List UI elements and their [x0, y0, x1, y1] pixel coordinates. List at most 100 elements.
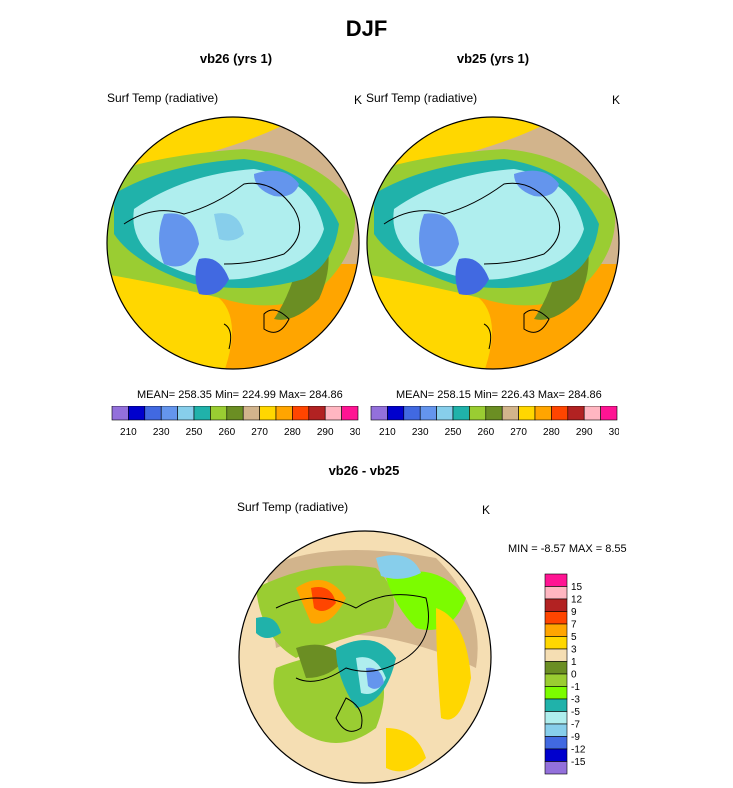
colorbar-tick-label: -7	[571, 720, 580, 731]
region-cold-3	[455, 258, 489, 295]
colorbar-swatch	[544, 661, 568, 675]
colorbar-swatch	[259, 406, 277, 421]
region-blue-1	[366, 667, 384, 689]
colorbar-swatch	[551, 406, 569, 421]
colorbar-tick-label: 300	[350, 427, 360, 438]
colorbar-swatch	[111, 406, 129, 421]
colorbar-tick-label: 290	[317, 427, 334, 438]
region-yellow-right	[436, 608, 471, 720]
region-blue-3	[256, 617, 281, 638]
panel-units-vb26: K	[354, 93, 363, 107]
region-cold-4	[214, 213, 244, 241]
colorbar-tick-label: 15	[571, 582, 583, 593]
colorbar-swatch	[544, 648, 568, 662]
region-cold-3	[195, 258, 229, 295]
colorbar-swatch	[544, 761, 568, 775]
colorbar-swatch	[324, 406, 342, 421]
region-cold-1	[514, 170, 559, 197]
colorbar-swatch	[210, 406, 228, 421]
panel-title-diff: vb26 - vb25	[328, 463, 400, 478]
colorbar-swatch	[387, 406, 405, 421]
colorbar-swatch	[370, 406, 388, 421]
colorbar-swatch	[128, 406, 146, 421]
colorbar-swatch	[403, 406, 421, 421]
colorbar-swatch	[544, 686, 568, 700]
colorbar-swatch	[544, 748, 568, 762]
colorbar-swatch	[544, 698, 568, 712]
colorbar-swatch	[193, 406, 211, 421]
colorbar-swatch	[177, 406, 195, 421]
colorbar-tick-label: 270	[251, 427, 268, 438]
panel-variable-diff: Surf Temp (radiative)	[237, 500, 349, 514]
colorbar-tick-label: 280	[543, 427, 560, 438]
colorbar-tick-label: -15	[571, 757, 586, 768]
colorbar-tick-label: 3	[571, 645, 577, 656]
region-red	[311, 587, 336, 612]
colorbar-tick-label: 5	[571, 632, 577, 643]
colorbar-tick-label: 1	[571, 657, 577, 668]
colorbar-swatch	[469, 406, 487, 421]
colorbar-swatch	[341, 406, 359, 421]
colorbar-swatch	[544, 611, 568, 625]
colorbar-tick-label: 260	[218, 427, 235, 438]
region-yellow-bottom	[386, 728, 426, 772]
page-title: DJF	[345, 16, 388, 41]
colorbar-tick-label: 7	[571, 620, 577, 631]
colorbar-tick-label: -3	[571, 695, 580, 706]
colorbar-swatch	[544, 673, 568, 687]
colorbar-swatch	[226, 406, 244, 421]
panel-units-diff: K	[482, 503, 491, 517]
colorbar-swatch	[144, 406, 162, 421]
colorbar-swatch	[275, 406, 293, 421]
colorbar-swatch	[242, 406, 260, 421]
region-olive	[296, 644, 346, 678]
stats-diff: MIN = -8.57 MAX = 8.55	[508, 543, 627, 555]
colorbar-tick-label: 290	[576, 427, 593, 438]
colorbar-vb25: 210 230 250 260 270 280 290 300	[370, 406, 619, 438]
colorbar-swatch	[544, 736, 568, 750]
colorbar-swatch	[419, 406, 437, 421]
colorbar-tick-label: 210	[379, 427, 396, 438]
region-cold-2	[419, 213, 459, 267]
colorbar-swatch	[544, 723, 568, 737]
colorbar-tick-label: 300	[609, 427, 619, 438]
colorbar-tick-label: 250	[445, 427, 462, 438]
colorbar-swatch	[436, 406, 454, 421]
colorbar-tick-label: 12	[571, 595, 583, 606]
coastline	[123, 182, 301, 350]
colorbar-swatch	[544, 586, 568, 600]
colorbar-tick-label: 9	[571, 607, 577, 618]
colorbar-tick-label: -5	[571, 707, 580, 718]
colorbar-tick-label: -12	[571, 745, 586, 756]
colorbar-tick-label: 230	[412, 427, 429, 438]
colorbar-swatch	[544, 711, 568, 725]
colorbar-swatch	[160, 406, 178, 421]
colorbar-tick-label: 260	[477, 427, 494, 438]
colorbar-swatch	[308, 406, 326, 421]
colorbar-tick-label: 270	[510, 427, 527, 438]
colorbar-tick-label: 0	[571, 670, 577, 681]
colorbar-swatch	[583, 406, 601, 421]
colorbar-swatch	[544, 623, 568, 637]
polar-map-diff	[238, 530, 492, 784]
region-cold-2	[159, 213, 199, 267]
colorbar-swatch	[567, 406, 585, 421]
stats-vb25: MEAN= 258.15 Min= 226.43 Max= 284.86	[396, 389, 602, 401]
colorbar-swatch	[485, 406, 503, 421]
panel-variable-vb25: Surf Temp (radiative)	[366, 91, 478, 105]
colorbar-tick-label: -1	[571, 682, 580, 693]
colorbar-swatch	[452, 406, 470, 421]
colorbar-swatch	[544, 573, 568, 587]
colorbar-swatch	[600, 406, 618, 421]
colorbar-swatch	[501, 406, 519, 421]
colorbar-swatch	[534, 406, 552, 421]
stats-vb26: MEAN= 258.35 Min= 224.99 Max= 284.86	[137, 389, 343, 401]
colorbar-tick-label: 250	[186, 427, 203, 438]
colorbar-diff: 15 129 75 31 0-1 -3-5 -7-9 -12-15	[544, 573, 586, 775]
colorbar-tick-label: 230	[153, 427, 170, 438]
panel-units-vb25: K	[612, 93, 621, 107]
region-cold-1	[254, 170, 299, 197]
colorbar-tick-label: 280	[284, 427, 301, 438]
panel-title-vb26: vb26 (yrs 1)	[199, 51, 273, 66]
colorbar-swatch	[518, 406, 536, 421]
